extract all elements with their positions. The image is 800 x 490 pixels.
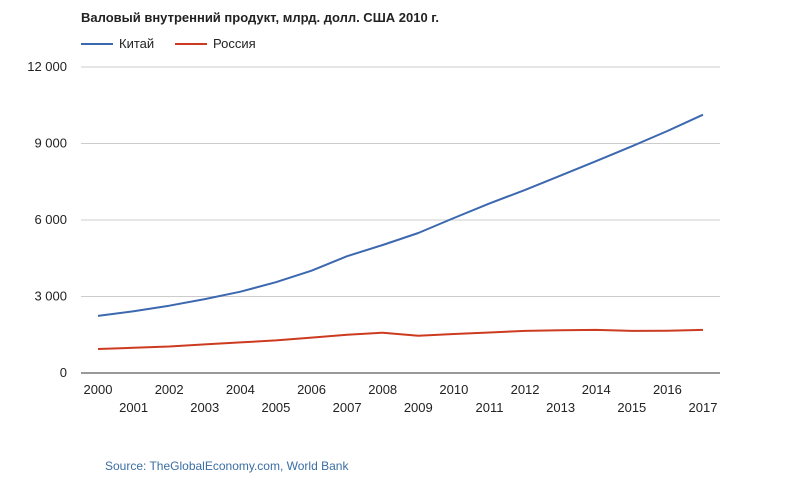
y-tick-label: 3 000 <box>34 289 67 304</box>
x-tick-label: 2005 <box>261 400 290 415</box>
legend-swatch-china <box>81 42 113 45</box>
x-tick-label: 2001 <box>119 400 148 415</box>
y-tick-label: 6 000 <box>34 212 67 227</box>
x-tick-label: 2013 <box>546 400 575 415</box>
series-line-russia[interactable] <box>97 328 704 350</box>
x-tick-label: 2015 <box>617 400 646 415</box>
x-tick-label: 2014 <box>582 382 611 397</box>
series-line-china[interactable] <box>97 113 704 317</box>
x-tick-label: 2004 <box>226 382 255 397</box>
source-note: Source: TheGlobalEconomy.com, World Bank <box>105 459 349 473</box>
x-tick-label: 2008 <box>368 382 397 397</box>
legend-swatch-russia <box>175 42 207 45</box>
y-tick-label: 9 000 <box>34 136 67 151</box>
x-tick-label: 2009 <box>404 400 433 415</box>
x-tick-label: 2017 <box>689 400 718 415</box>
x-tick-label: 2003 <box>190 400 219 415</box>
x-tick-label: 2016 <box>653 382 682 397</box>
y-tick-label: 12 000 <box>27 59 67 74</box>
x-tick-label: 2011 <box>475 400 503 415</box>
legend-label-russia: Россия <box>213 36 256 51</box>
legend-item-china[interactable]: Китай <box>81 36 154 51</box>
x-tick-label: 2000 <box>84 382 113 397</box>
x-tick-label: 2012 <box>511 382 540 397</box>
y-tick-label: 0 <box>60 365 67 380</box>
x-tick-label: 2007 <box>333 400 362 415</box>
x-tick-label: 2006 <box>297 382 326 397</box>
x-tick-label: 2010 <box>439 382 468 397</box>
x-tick-label: 2002 <box>155 382 184 397</box>
chart-title: Валовый внутренний продукт, млрд. долл. … <box>81 10 440 25</box>
legend-label-china: Китай <box>119 36 155 51</box>
legend-item-russia[interactable]: Россия <box>175 36 256 51</box>
